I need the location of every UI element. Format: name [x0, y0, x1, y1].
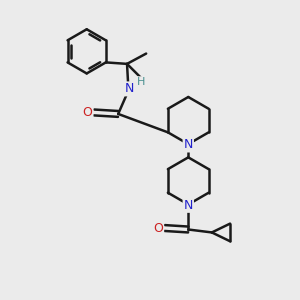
Text: O: O	[153, 221, 163, 235]
Text: O: O	[82, 106, 92, 119]
Text: N: N	[124, 82, 134, 95]
Text: N: N	[184, 139, 193, 152]
Text: N: N	[184, 199, 193, 212]
Text: H: H	[137, 77, 145, 87]
